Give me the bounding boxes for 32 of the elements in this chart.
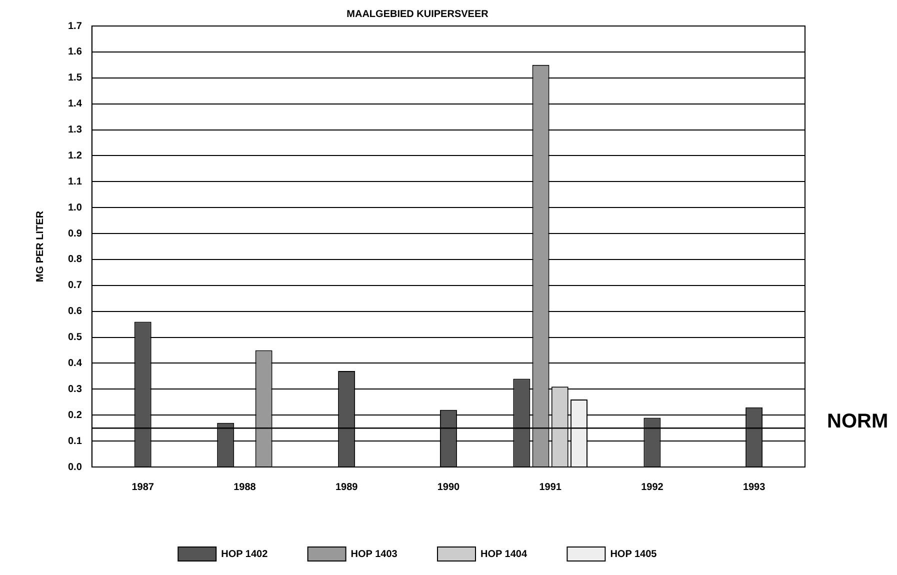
y-tick-label: 0.2: [68, 410, 82, 421]
y-tick-label: 0.5: [68, 332, 82, 344]
x-tick-label: 1989: [335, 482, 358, 493]
chart-title: MAALGEBIED KUIPERSVEER: [346, 8, 490, 20]
x-tick-label: 1988: [234, 482, 256, 493]
y-tick-label: 0.0: [68, 462, 82, 473]
y-tick-label: 0.7: [68, 280, 82, 292]
x-tick-label: 1987: [132, 482, 154, 493]
legend-label: HOP 1405: [610, 548, 658, 560]
y-tick-label: 0.8: [68, 254, 82, 266]
y-tick-label: 0.4: [68, 358, 82, 369]
y-tick-label: 1.0: [68, 202, 82, 214]
y-tick-label: 1.1: [68, 176, 82, 188]
y-tick-label: 1.7: [68, 20, 82, 32]
y-tick-label: 0.6: [68, 306, 82, 318]
y-tick-label: 0.3: [68, 384, 82, 395]
y-tick-label: 0.1: [68, 436, 82, 447]
y-tick-label: 1.4: [68, 98, 82, 110]
y-tick-label: 1.6: [68, 46, 82, 58]
y-tick-label: 1.3: [68, 124, 82, 136]
legend-label: HOP 1404: [480, 548, 528, 560]
x-tick-label: 1992: [641, 482, 664, 493]
legend-label: HOP 1403: [350, 548, 398, 560]
x-tick-label: 1990: [437, 482, 460, 493]
ref-line-label: NORM: [827, 410, 888, 433]
y-tick-label: 0.9: [68, 228, 82, 240]
legend-label: HOP 1402: [221, 548, 268, 560]
x-tick-label: 1991: [539, 482, 562, 493]
y-tick-label: 1.2: [68, 150, 82, 162]
x-tick-label: 1993: [742, 482, 766, 493]
y-tick-label: 1.5: [68, 72, 82, 84]
y-axis-title: MG PER LITER: [34, 210, 46, 282]
